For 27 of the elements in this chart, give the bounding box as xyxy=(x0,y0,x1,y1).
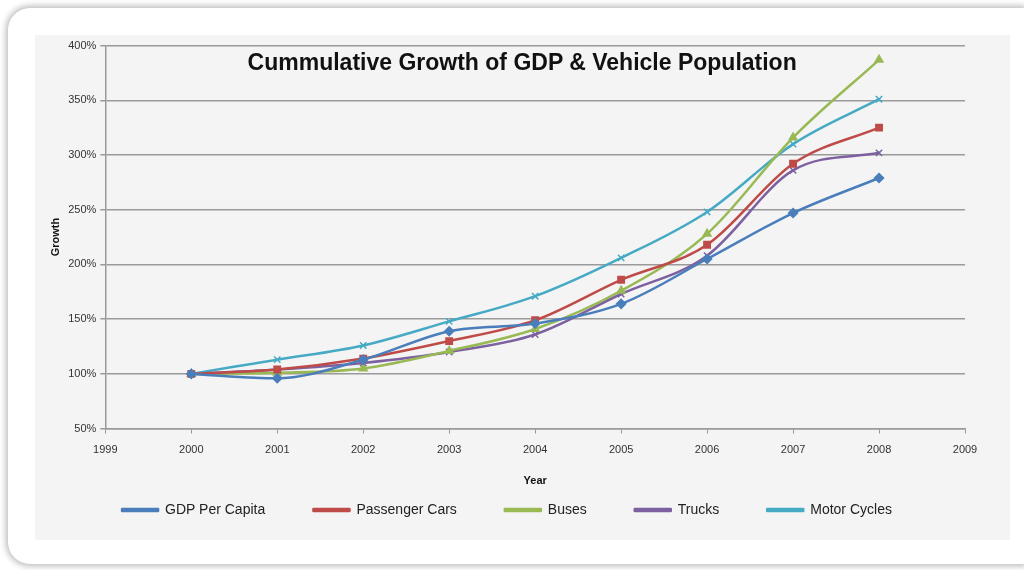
y-axis-title: Growth xyxy=(48,217,61,257)
chart-title: Cummulative Growth of GDP & Vehicle Population xyxy=(247,48,797,75)
legend-label: Motor Cycles xyxy=(810,500,892,517)
x-tick-label: 1999 xyxy=(93,443,118,456)
x-tick-label: 2007 xyxy=(780,443,806,456)
x-tick-label: 2001 xyxy=(265,443,290,456)
x-tick-label: 2008 xyxy=(866,443,892,456)
y-tick-label: 100% xyxy=(68,366,97,379)
x-tick-label: 2002 xyxy=(350,443,376,456)
x-tick-label: 2009 xyxy=(952,443,978,456)
y-tick-label: 50% xyxy=(74,421,97,434)
legend-label: Trucks xyxy=(677,500,720,517)
legend-label: Buses xyxy=(547,500,587,517)
x-tick-label: 2003 xyxy=(436,443,462,456)
y-tick-label: 350% xyxy=(68,93,97,106)
y-tick-label: 400% xyxy=(68,38,97,51)
x-tick-label: 2004 xyxy=(522,443,548,456)
x-tick-label: 2000 xyxy=(179,443,204,456)
y-tick-label: 300% xyxy=(68,148,97,161)
x-axis-title: Year xyxy=(523,474,548,487)
y-tick-label: 250% xyxy=(68,202,97,215)
legend-label: Passenger Cars xyxy=(356,500,457,517)
x-tick-label: 2006 xyxy=(694,443,720,456)
legend-label: GDP Per Capita xyxy=(165,500,266,517)
y-tick-label: 150% xyxy=(68,312,97,325)
x-tick-label: 2005 xyxy=(608,443,634,456)
y-tick-label: 200% xyxy=(68,257,97,270)
